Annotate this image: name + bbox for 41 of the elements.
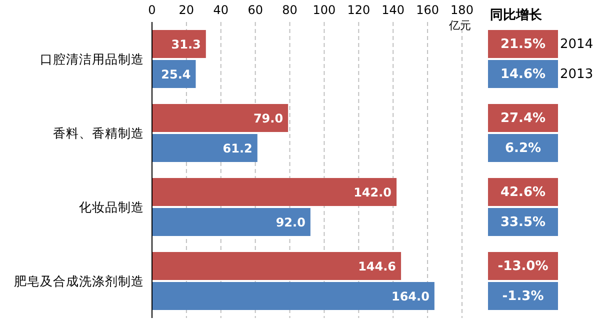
text: 27.4% (488, 104, 558, 132)
x-tick-label: 40 (213, 3, 229, 17)
text: 21.5% (488, 30, 558, 58)
bar (152, 208, 310, 236)
text: 2013 (560, 66, 594, 84)
x-tick-label: 0 (148, 3, 156, 17)
data-label: 142.0 (354, 185, 392, 200)
y-tick-label: 化妆品制造 (79, 199, 144, 214)
bar (152, 178, 397, 206)
x-tick-label: 180 (450, 3, 474, 17)
y-tick-label: 香料、香精制造 (53, 125, 144, 140)
data-label: 31.3 (171, 37, 201, 52)
bar (152, 104, 288, 132)
bar (152, 134, 258, 162)
x-tick-label: 80 (282, 3, 298, 17)
y-tick-label: 肥皂及合成洗涤剂制造 (14, 273, 144, 288)
bar (152, 30, 206, 58)
text: 2014 (560, 36, 594, 54)
bar (152, 252, 402, 280)
data-label: 164.0 (391, 289, 430, 304)
text: 14.6% (488, 60, 558, 88)
data-label: 25.4 (161, 67, 191, 82)
x-axis-title: 亿元 (449, 18, 471, 33)
bar (152, 282, 434, 310)
data-label: 144.6 (358, 259, 396, 274)
data-label: 61.2 (222, 141, 252, 156)
text: -1.3% (488, 282, 558, 310)
x-tick-label: 140 (382, 3, 405, 17)
data-label: 92.0 (276, 215, 306, 230)
text: 6.2% (488, 134, 558, 162)
y-tick-label: 口腔清洁用品制造 (40, 51, 144, 66)
text: 33.5% (488, 208, 558, 236)
text: 同比增长 (490, 7, 542, 24)
text: -13.0% (488, 252, 558, 280)
text: 42.6% (488, 178, 558, 206)
x-tick-label: 60 (248, 3, 263, 17)
x-tick-label: 100 (312, 3, 336, 17)
x-tick-label: 20 (178, 3, 194, 17)
x-tick-label: 160 (416, 3, 440, 17)
x-tick-label: 120 (347, 3, 370, 17)
data-label: 79.0 (253, 111, 284, 126)
